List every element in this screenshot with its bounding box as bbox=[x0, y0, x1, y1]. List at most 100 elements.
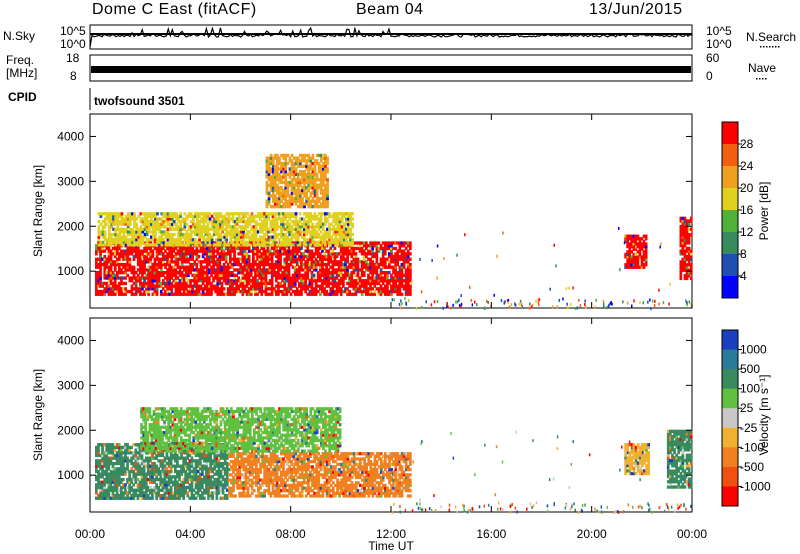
heatmap-cell bbox=[271, 161, 275, 166]
heatmap-cell bbox=[351, 222, 354, 226]
heatmap-cell bbox=[249, 281, 253, 286]
heatmap-speck bbox=[650, 307, 652, 311]
heatmap-cell bbox=[170, 238, 174, 242]
heatmap-cell bbox=[231, 214, 235, 218]
heatmap-cell bbox=[99, 232, 103, 237]
heatmap-cell bbox=[178, 249, 182, 253]
heatmap-cell bbox=[287, 271, 291, 275]
heatmap-cell bbox=[154, 227, 157, 231]
heatmap-cell bbox=[156, 240, 159, 244]
heatmap-cell bbox=[293, 271, 297, 275]
heatmap-cell bbox=[115, 480, 119, 484]
heatmap-cell bbox=[315, 240, 319, 244]
heatmap-cell bbox=[210, 287, 213, 291]
heatmap-cell bbox=[300, 289, 303, 294]
heatmap-cell bbox=[280, 175, 283, 179]
heatmap-cell bbox=[111, 443, 115, 447]
heatmap-speck bbox=[647, 300, 649, 304]
heatmap-cell bbox=[305, 186, 308, 190]
heatmap-cell bbox=[206, 235, 210, 239]
heatmap-cell bbox=[292, 196, 296, 201]
heatmap-cell bbox=[107, 496, 111, 500]
heatmap-cell bbox=[108, 235, 111, 239]
heatmap-cell bbox=[217, 238, 220, 242]
heatmap-cell bbox=[273, 178, 277, 182]
heatmap-cell bbox=[218, 268, 222, 272]
heatmap-cell bbox=[342, 230, 346, 234]
heatmap-cell bbox=[160, 235, 164, 239]
heatmap-cell bbox=[162, 246, 165, 251]
heatmap-cell bbox=[231, 292, 234, 296]
heatmap-cell bbox=[197, 292, 201, 296]
heatmap-cell bbox=[342, 276, 345, 280]
heatmap-cell bbox=[194, 222, 197, 226]
heatmap-cell bbox=[208, 289, 211, 294]
heatmap-cell bbox=[222, 257, 226, 261]
heatmap-cell bbox=[142, 467, 146, 471]
heatmap-cell bbox=[254, 227, 258, 231]
heatmap-cell bbox=[628, 258, 632, 262]
heatmap-cell bbox=[254, 243, 258, 247]
heatmap-cell bbox=[151, 276, 155, 280]
heatmap-cell bbox=[164, 243, 168, 247]
heatmap-cell bbox=[319, 170, 323, 174]
heatmap-cell bbox=[285, 276, 289, 280]
heatmap-cell bbox=[630, 234, 634, 238]
heatmap-cell bbox=[101, 246, 104, 251]
heatmap-cell bbox=[131, 217, 134, 221]
heatmap-cell bbox=[231, 262, 234, 267]
heatmap-cell bbox=[195, 289, 199, 294]
heatmap-cell bbox=[388, 281, 391, 286]
heatmap-cell bbox=[158, 243, 161, 247]
heatmap-cell bbox=[189, 281, 192, 286]
heatmap-cell bbox=[109, 268, 113, 272]
heatmap-cell bbox=[139, 279, 142, 283]
heatmap-cell bbox=[329, 254, 333, 259]
heatmap-cell bbox=[147, 265, 150, 269]
heatmap-cell bbox=[189, 240, 193, 244]
heatmap-cell bbox=[367, 276, 370, 280]
heatmap-cell bbox=[354, 287, 358, 291]
heatmap-cell bbox=[326, 159, 329, 163]
heatmap-cell bbox=[114, 212, 117, 216]
heatmap-cell bbox=[303, 222, 306, 226]
heatmap-cell bbox=[235, 230, 239, 234]
heatmap-cell bbox=[404, 292, 408, 296]
heatmap-cell bbox=[176, 284, 180, 288]
heatmap-cell bbox=[315, 161, 319, 166]
heatmap-cell bbox=[284, 188, 288, 193]
heatmap-cell bbox=[120, 281, 123, 286]
heatmap-cell bbox=[216, 279, 220, 283]
heatmap-cell bbox=[373, 244, 377, 248]
heatmap-cell bbox=[683, 252, 687, 256]
heatmap-cell bbox=[276, 167, 279, 171]
heatmap-cell bbox=[254, 238, 258, 242]
heatmap-cell bbox=[362, 260, 366, 264]
heatmap-cell bbox=[298, 232, 302, 237]
heatmap-cell bbox=[149, 268, 153, 272]
heatmap-cell bbox=[173, 212, 176, 216]
heatmap-cell bbox=[166, 276, 169, 280]
heatmap-cell bbox=[315, 191, 319, 195]
heatmap-cell bbox=[278, 205, 281, 209]
heatmap-cell bbox=[118, 222, 122, 226]
heatmap-cell bbox=[249, 268, 253, 272]
heatmap-cell bbox=[358, 244, 362, 248]
heatmap-cell bbox=[279, 268, 282, 272]
heatmap-cell bbox=[295, 279, 299, 283]
heatmap-cell bbox=[141, 240, 145, 244]
heatmap-cell bbox=[233, 232, 237, 237]
heatmap-cell bbox=[133, 217, 136, 221]
heatmap-cell bbox=[204, 227, 208, 231]
heatmap-cell bbox=[193, 252, 197, 256]
heatmap-cell bbox=[351, 225, 354, 229]
heatmap-cell bbox=[142, 483, 146, 487]
heatmap-cell bbox=[303, 172, 306, 176]
heatmap-cell bbox=[260, 289, 264, 294]
heatmap-cell bbox=[193, 276, 197, 280]
heatmap-cell bbox=[319, 260, 322, 264]
heatmap-cell bbox=[107, 451, 111, 455]
heatmap-cell bbox=[130, 265, 134, 269]
heatmap-cell bbox=[120, 268, 123, 272]
heatmap-cell bbox=[259, 214, 262, 218]
